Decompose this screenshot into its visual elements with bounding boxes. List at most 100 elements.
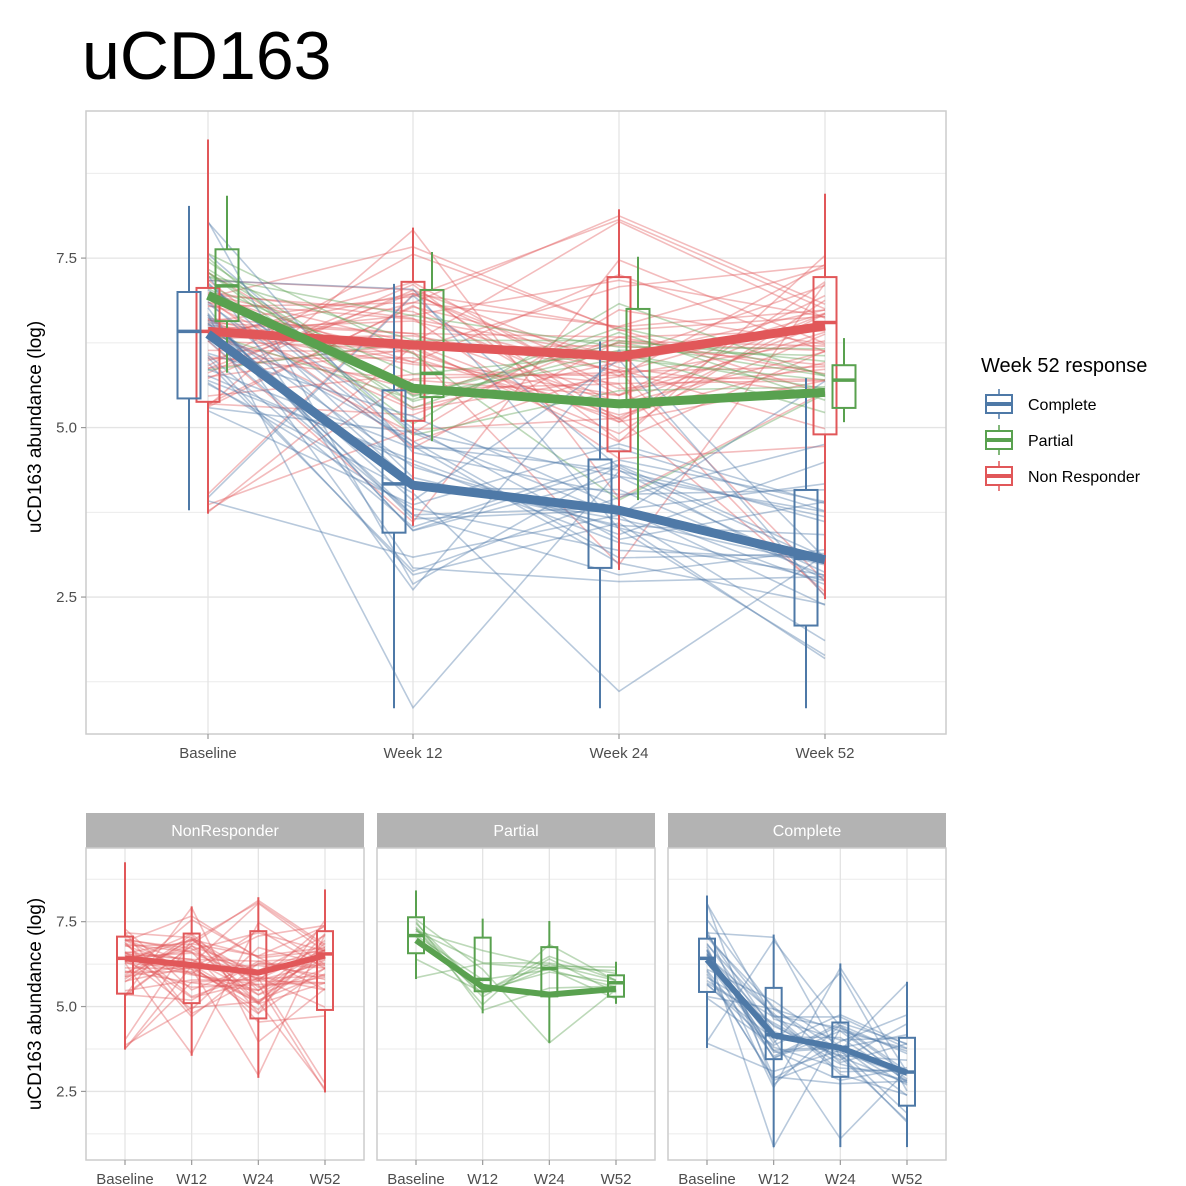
subject-trajectory <box>207 362 826 573</box>
subject-trajectory <box>207 260 826 398</box>
mean-line-partial <box>414 937 617 998</box>
subject-trajectory <box>207 292 826 370</box>
subject-trajectory <box>124 961 326 1092</box>
subject-trajectory <box>207 337 826 597</box>
facet-strip <box>668 813 946 848</box>
x-tick-label: W24 <box>825 1171 856 1186</box>
subject-trajectory <box>207 279 826 337</box>
subject-trajectory <box>207 307 826 591</box>
subject-trajectory <box>207 282 826 566</box>
subject-trajectory <box>207 263 826 495</box>
subject-trajectory <box>207 339 826 576</box>
subject-trajectory <box>207 312 826 574</box>
subject-trajectory <box>207 283 826 605</box>
legend-item: Complete <box>985 389 1097 419</box>
subject-trajectory <box>124 902 326 966</box>
subject-trajectory <box>207 313 826 419</box>
facet-complete-panel: Baseline W12 W24 W52 <box>667 847 947 1186</box>
boxplot-box <box>400 280 426 422</box>
panel-background <box>86 111 946 734</box>
x-tick-label: W12 <box>758 1171 789 1186</box>
subject-trajectory <box>207 406 826 513</box>
subject-trajectory <box>207 383 826 693</box>
boxplot-box <box>176 291 202 400</box>
facet-strip <box>86 813 364 848</box>
subject-trajectory <box>124 938 326 978</box>
subject-trajectory <box>207 317 826 375</box>
subject-trajectory <box>415 930 617 975</box>
boxplot-box <box>812 276 838 436</box>
subject-trajectory <box>706 934 908 1096</box>
subject-trajectory <box>706 995 908 1050</box>
subject-trajectory <box>415 930 617 968</box>
panel-background <box>668 848 946 1160</box>
subject-trajectory <box>207 276 826 363</box>
x-tick-label: W24 <box>534 1171 565 1186</box>
facet-y-axis-title: uCD163 abundance (log) <box>25 898 46 1110</box>
panel-border <box>376 847 656 1161</box>
mean-line-complete <box>205 330 827 565</box>
subject-trajectory <box>124 933 326 1015</box>
subject-trajectory <box>124 899 326 947</box>
panel-border <box>667 847 947 1161</box>
subject-trajectory <box>207 281 826 424</box>
facet-nonresponder-panel: Baseline W12 W24 W52 2.5 5.0 7.5 <box>56 847 365 1186</box>
subject-trajectory <box>207 284 826 390</box>
x-tick-label: W24 <box>243 1171 274 1186</box>
boxplot-box <box>249 930 268 1020</box>
subject-trajectory <box>207 331 826 397</box>
subject-trajectory <box>706 949 908 1149</box>
subject-trajectory <box>124 915 326 959</box>
y-axis-title: uCD163 abundance (log) <box>25 321 46 533</box>
subject-trajectory <box>207 291 826 460</box>
facet-partial-panel: Baseline W12 W24 W52 <box>376 847 656 1186</box>
subject-trajectory <box>124 906 326 1044</box>
x-tick-label: Week 52 <box>796 745 855 762</box>
facet-strip-label: NonResponder <box>171 823 279 840</box>
subject-trajectory <box>207 500 826 642</box>
panel-border <box>85 847 365 1161</box>
subject-trajectory <box>207 409 826 506</box>
subject-trajectory <box>207 322 826 405</box>
legend: Week 52 response Complete Partial Non Respo… <box>981 355 1147 491</box>
subject-trajectory <box>207 284 826 358</box>
y-tick-label: 7.5 <box>56 914 77 931</box>
subject-trajectory <box>207 303 826 581</box>
subject-trajectory <box>124 932 326 1015</box>
x-tick-label: W12 <box>467 1171 498 1186</box>
subject-trajectory <box>706 932 908 1122</box>
subject-trajectory <box>124 924 326 982</box>
subject-trajectory <box>207 246 826 332</box>
subject-trajectory <box>124 944 326 1002</box>
subject-trajectory <box>124 921 326 1056</box>
subject-trajectory <box>207 352 826 606</box>
subject-trajectory <box>207 268 826 397</box>
subject-trajectory <box>124 962 326 992</box>
x-tick-label: Week 24 <box>590 745 649 762</box>
boxplot-box <box>831 364 857 409</box>
subject-trajectory <box>124 932 326 1005</box>
subject-trajectory <box>124 945 326 996</box>
subject-trajectory <box>706 970 908 1123</box>
subject-trajectory <box>207 306 826 405</box>
subject-trajectory <box>207 279 826 657</box>
subject-trajectory <box>124 951 326 981</box>
facet-strip-label: Partial <box>493 823 538 840</box>
subject-trajectory <box>124 944 326 1005</box>
subject-trajectory <box>706 929 908 1085</box>
subject-trajectory <box>207 252 826 502</box>
main-chart-panel: Baseline Week 12 Week 24 Week 52 2.5 5.0 7.5 <box>56 110 947 762</box>
x-tick-label: Baseline <box>96 1171 154 1186</box>
subject-trajectory <box>207 340 826 397</box>
subject-trajectory <box>207 289 826 541</box>
subject-trajectory <box>706 962 908 1082</box>
legend-label: Partial <box>1028 433 1073 450</box>
x-tick-label: Week 12 <box>384 745 443 762</box>
subject-trajectory <box>207 316 826 520</box>
subject-trajectory <box>706 997 908 1047</box>
subject-trajectory <box>415 926 617 992</box>
subject-trajectory <box>207 214 826 308</box>
x-tick-label: W12 <box>176 1171 207 1186</box>
subject-trajectory <box>124 946 326 1011</box>
